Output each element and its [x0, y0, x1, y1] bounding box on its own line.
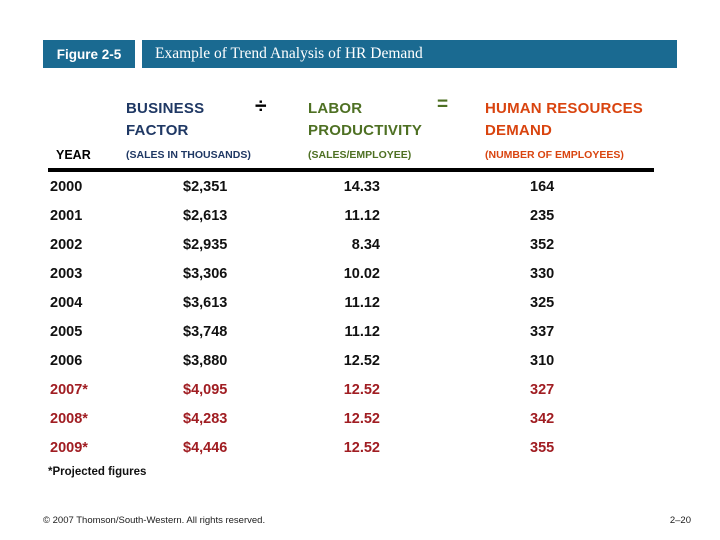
slide-title: Example of Trend Analysis of HR Demand [155, 45, 423, 62]
hr-demand-cell: 355 [530, 439, 555, 456]
labor-productivity-cell: 11.12 [344, 207, 381, 224]
business-factor-cell: $3,613 [183, 294, 228, 311]
table-row: 2003 $3,306 10.02 330 [48, 259, 654, 288]
copyright-text: © 2007 Thomson/South-Western. All rights… [43, 515, 266, 526]
table-row: 2008* $4,283 12.52 342 [48, 404, 654, 433]
year-cell: 2004 [50, 294, 83, 311]
column-header-business-factor: BUSINESS FACTOR (SALES IN THOUSANDS) [126, 98, 308, 162]
year-cell: 2006 [50, 352, 83, 369]
year-cell: 2008* [50, 410, 88, 427]
business-factor-cell: $4,095 [183, 381, 228, 398]
labor-productivity-cell: 10.02 [343, 265, 380, 282]
table-row: 2006 $3,880 12.52 310 [48, 346, 654, 375]
business-factor-subtitle: (SALES IN THOUSANDS) [126, 149, 251, 161]
hr-demand-cell: 327 [530, 381, 555, 398]
business-factor-cell: $3,748 [183, 323, 228, 340]
year-header-label: YEAR [56, 148, 91, 162]
page-number: 2–20 [669, 515, 691, 526]
labor-productivity-cell: 14.33 [343, 178, 380, 195]
table-row: 2005 $3,748 11.12 337 [48, 317, 654, 346]
hr-demand-cell: 235 [530, 207, 555, 224]
year-cell: 2009* [50, 439, 88, 456]
divide-operator-icon: ÷ [255, 95, 267, 118]
table-row: 2001 $2,613 11.12 235 [48, 201, 654, 230]
figure-label-box: Figure 2-5 [43, 40, 135, 68]
year-cell: 2005 [50, 323, 83, 340]
trend-analysis-table: YEAR BUSINESS FACTOR (SALES IN THOUSANDS… [48, 94, 654, 462]
equals-operator-icon: = [437, 94, 449, 115]
table-row: 2004 $3,613 11.12 325 [48, 288, 654, 317]
table-row: 2000 $2,351 14.33 164 [48, 172, 654, 201]
hr-demand-cell: 310 [530, 352, 555, 369]
business-factor-cell: $2,351 [183, 178, 228, 195]
table-body: 2000 $2,351 14.33 164 2001 $2,613 11.12 … [48, 172, 654, 462]
labor-productivity-cell: 12.52 [343, 439, 380, 456]
year-cell: 2003 [50, 265, 83, 282]
hr-demand-cell: 330 [530, 265, 555, 282]
business-factor-cell: $2,935 [183, 236, 228, 253]
labor-productivity-line2: PRODUCTIVITY [308, 122, 423, 139]
business-factor-cell: $2,613 [183, 207, 228, 224]
table-row: 2007* $4,095 12.52 327 [48, 375, 654, 404]
business-factor-cell: $4,446 [183, 439, 228, 456]
figure-label: Figure 2-5 [56, 46, 122, 62]
business-factor-cell: $3,306 [183, 265, 228, 282]
hr-demand-subtitle: (NUMBER OF EMPLOYEES) [485, 149, 624, 161]
labor-productivity-line1: LABOR [308, 100, 363, 117]
year-cell: 2002 [50, 236, 83, 253]
year-cell: 2000 [50, 178, 83, 195]
year-cell: 2007* [50, 381, 88, 398]
hr-demand-line1: HUMAN RESOURCES [485, 100, 644, 117]
hr-demand-cell: 337 [530, 323, 555, 340]
business-factor-cell: $4,283 [183, 410, 228, 427]
year-cell: 2001 [50, 207, 83, 224]
labor-productivity-cell: 11.12 [344, 323, 381, 340]
business-factor-line2: FACTOR [126, 122, 189, 139]
labor-productivity-cell: 12.52 [343, 381, 380, 398]
table-row: 2002 $2,935 8.34 352 [48, 230, 654, 259]
table-row: 2009* $4,446 12.52 355 [48, 433, 654, 462]
hr-demand-cell: 352 [530, 236, 555, 253]
hr-demand-cell: 342 [530, 410, 555, 427]
hr-demand-line2: DEMAND [485, 122, 553, 139]
business-factor-line1: BUSINESS [126, 100, 205, 117]
labor-productivity-cell: 8.34 [351, 236, 380, 253]
labor-productivity-subtitle: (SALES/EMPLOYEE) [308, 149, 412, 161]
labor-productivity-cell: 12.52 [343, 352, 380, 369]
labor-productivity-cell: 11.12 [344, 294, 381, 311]
labor-productivity-cell: 12.52 [343, 410, 380, 427]
projected-figures-footnote: *Projected figures [48, 466, 147, 478]
column-header-year: YEAR [48, 98, 126, 162]
hr-demand-cell: 325 [530, 294, 555, 311]
column-header-labor-productivity: LABOR PRODUCTIVITY (SALES/EMPLOYEE) [308, 98, 485, 162]
hr-demand-cell: 164 [530, 178, 555, 195]
business-factor-cell: $3,880 [183, 352, 228, 369]
table-header: YEAR BUSINESS FACTOR (SALES IN THOUSANDS… [48, 94, 654, 172]
column-header-hr-demand: HUMAN RESOURCES DEMAND (NUMBER OF EMPLOY… [485, 98, 654, 162]
slide-title-bar: Example of Trend Analysis of HR Demand [142, 40, 677, 68]
